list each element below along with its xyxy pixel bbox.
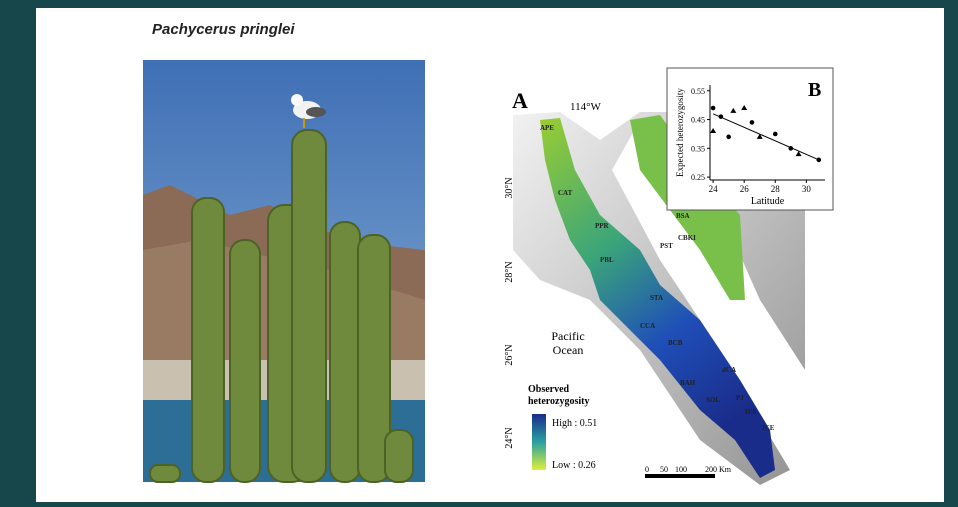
scale-label: 100: [675, 465, 687, 474]
site-label: PBL: [600, 256, 614, 264]
y-tick-label: 0.25: [691, 173, 705, 182]
point: [773, 132, 778, 137]
longitude-label: 114°W: [570, 101, 601, 113]
latitude-label: 30°N: [504, 177, 515, 198]
site-label: dCA: [722, 366, 736, 374]
y-tick-label: 0.35: [691, 144, 705, 153]
y-tick-label: 0.45: [691, 116, 705, 125]
site-label: IES: [745, 408, 756, 416]
x-tick-label: 28: [771, 184, 781, 194]
latitude-label: 24°N: [504, 427, 515, 448]
site-label: BSA: [676, 212, 690, 220]
site-label: STA: [650, 294, 663, 302]
site-label: CAT: [558, 189, 573, 197]
scale-bar: [645, 474, 715, 478]
x-tick-label: 24: [709, 184, 719, 194]
page: Pachycerus pringlei A 114°W 30°N 28°N 26°N 24…: [0, 0, 958, 502]
photo: [143, 60, 425, 482]
site-label: PST: [660, 242, 673, 250]
legend-low: Low : 0.26: [552, 460, 596, 471]
x-tick-label: 26: [740, 184, 750, 194]
latitude-label: 26°N: [504, 344, 515, 365]
legend-high: High : 0.51: [552, 418, 597, 429]
y-tick-label: 0.55: [691, 87, 705, 96]
legend-ramp: [532, 414, 546, 470]
point: [711, 106, 716, 111]
site-label: PJ: [736, 394, 744, 402]
slide: Pachycerus pringlei A 114°W 30°N 28°N 26°N 24…: [0, 0, 958, 502]
title: Pachycerus pringlei: [152, 21, 295, 38]
site-label: BAH: [680, 379, 696, 387]
x-axis-label: Latitude: [751, 196, 785, 207]
scale-label: 50: [660, 465, 668, 474]
panel-label: B: [808, 79, 821, 101]
site-label: CBKI: [678, 234, 696, 242]
site-label: APE: [540, 124, 554, 132]
site-label: ICE: [762, 424, 775, 432]
site-label: BCB: [668, 339, 683, 347]
y-axis-label: Expected heterozygosity: [675, 88, 685, 177]
point: [726, 135, 731, 140]
scale-label: 200 Km: [705, 465, 732, 474]
latitude-label: 28°N: [504, 261, 515, 282]
scale-label: 0: [645, 465, 649, 474]
site-label: PPR: [595, 222, 610, 230]
site-label: SOL: [706, 396, 720, 404]
point: [750, 120, 755, 125]
site-label: CCA: [640, 322, 655, 330]
panel-label: A: [512, 88, 528, 113]
x-tick-label: 30: [802, 184, 812, 194]
